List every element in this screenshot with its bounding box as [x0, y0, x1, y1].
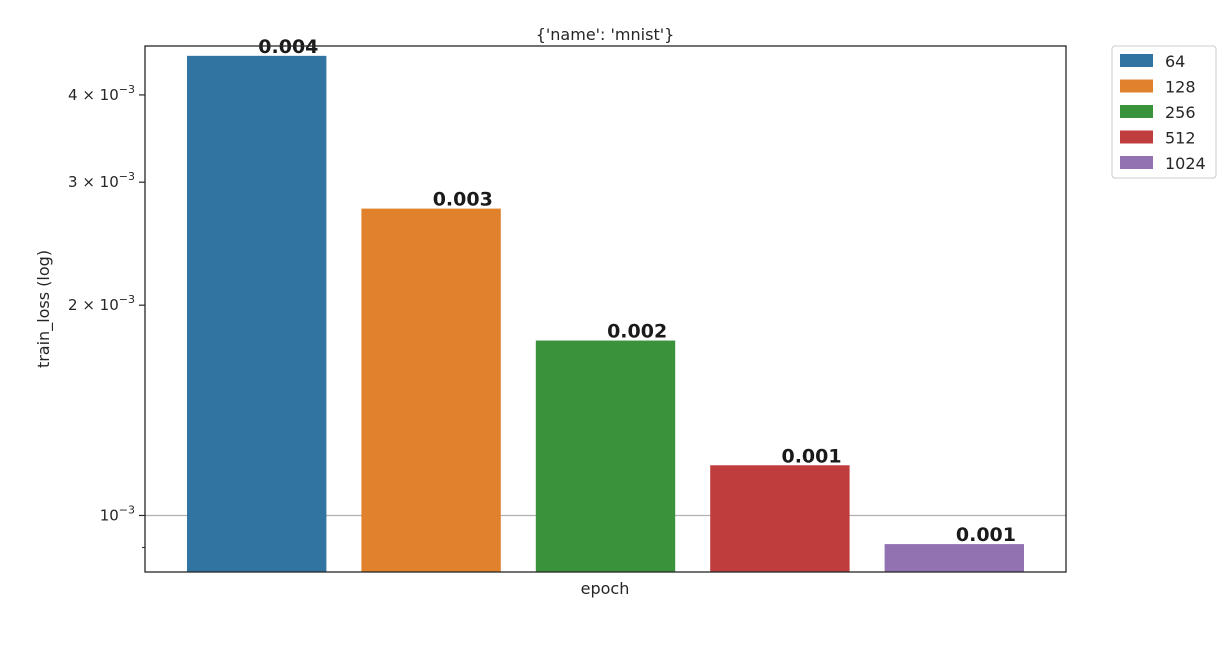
y-tick-label: 2 × 10−3 — [68, 293, 135, 314]
data-labels-group: 0.004 0.003 0.002 0.001 0.001 — [258, 36, 1016, 546]
y-tick-exponent: −3 — [119, 83, 135, 96]
data-label-1024: 0.001 — [956, 524, 1016, 546]
y-tick-base: 10 — [100, 506, 119, 524]
bar-128 — [361, 208, 501, 573]
legend: 64 128 256 512 1024 — [1111, 45, 1217, 179]
legend-label-64: 64 — [1165, 52, 1185, 71]
bar-512 — [710, 465, 850, 572]
legend-swatch-64 — [1120, 54, 1153, 67]
legend-label-512: 512 — [1165, 129, 1196, 148]
y-tick-base: 4 — [68, 86, 78, 104]
legend-label-128: 128 — [1165, 78, 1196, 97]
legend-label-256: 256 — [1165, 103, 1196, 122]
y-tick-exponent: −3 — [119, 293, 135, 306]
x-axis-label: epoch — [581, 579, 630, 598]
bar-64 — [187, 55, 327, 573]
y-tick-base: 3 — [68, 173, 78, 191]
data-label-128: 0.003 — [433, 189, 493, 211]
legend-swatch-512 — [1120, 130, 1153, 144]
y-tick-times: × 10 — [78, 173, 119, 191]
data-label-64: 0.004 — [258, 36, 318, 58]
legend-swatch-256 — [1120, 105, 1153, 118]
legend-label-1024: 1024 — [1165, 154, 1206, 173]
y-tick-label: 4 × 10−3 — [68, 83, 135, 104]
bar-1024 — [884, 544, 1024, 572]
y-tick-times: × 10 — [78, 86, 119, 104]
legend-frame — [1111, 45, 1217, 179]
y-axis-label: train_loss (log) — [34, 250, 54, 368]
bar-256 — [535, 340, 676, 572]
legend-swatch-1024 — [1120, 156, 1153, 169]
data-label-512: 0.001 — [781, 445, 841, 467]
y-tick-base: 2 — [68, 296, 78, 314]
bars-group — [187, 55, 1024, 573]
y-tick-label: 10−3 — [100, 503, 135, 524]
y-tick-exponent: −3 — [119, 170, 135, 183]
y-tick-times: × 10 — [78, 296, 119, 314]
legend-swatch-128 — [1120, 79, 1153, 93]
y-tick-exponent: −3 — [119, 503, 135, 516]
y-axis-ticks: 4 × 10−33 × 10−32 × 10−310−3 — [68, 83, 145, 548]
data-label-256: 0.002 — [607, 321, 667, 343]
chart-title: {'name': 'mnist'} — [536, 25, 675, 44]
y-tick-label: 3 × 10−3 — [68, 170, 135, 191]
plot-frame — [144, 45, 1067, 573]
